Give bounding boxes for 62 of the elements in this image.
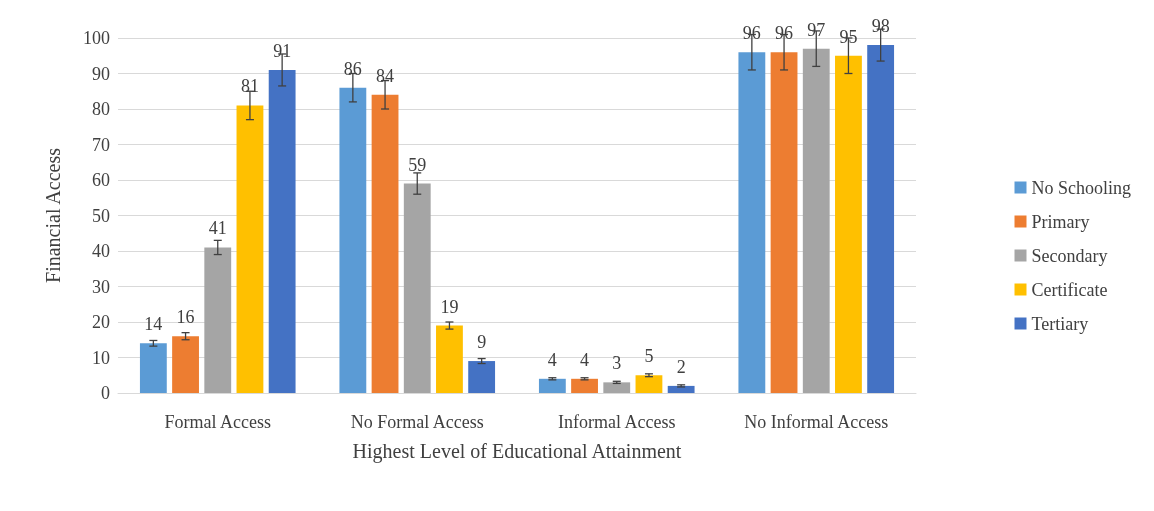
legend-label: Primary — [1031, 211, 1090, 232]
data-label: 14 — [144, 314, 163, 335]
bar — [667, 385, 695, 393]
y-tick-label: 10 — [92, 347, 110, 368]
y-axis-title: Financial Access — [42, 147, 64, 283]
y-tick-label: 20 — [92, 312, 110, 332]
data-label: 81 — [240, 76, 259, 97]
bar — [603, 382, 631, 393]
data-label: 2 — [676, 356, 686, 377]
bar — [802, 48, 830, 393]
y-tick-label: 70 — [92, 134, 110, 155]
bar — [867, 45, 895, 393]
legend-label: Tertiary — [1031, 313, 1089, 334]
bar — [635, 375, 663, 393]
data-label: 4 — [580, 349, 590, 370]
data-label: 96 — [742, 23, 761, 44]
data-label: 86 — [343, 58, 362, 79]
bar — [835, 55, 862, 393]
bar — [538, 378, 566, 393]
bar — [468, 361, 496, 393]
bar — [139, 343, 167, 393]
data-label: 98 — [871, 16, 890, 37]
bar — [268, 69, 296, 393]
data-label: 95 — [839, 26, 858, 47]
bar — [371, 94, 399, 393]
data-label: 9 — [477, 332, 487, 353]
x-tick-label: No Formal Access — [350, 412, 484, 432]
y-tick-label: 30 — [92, 276, 110, 297]
data-label: 84 — [376, 65, 395, 86]
y-tick-label: 50 — [92, 205, 110, 226]
data-label: 19 — [440, 296, 459, 317]
legend-label: Secondary — [1031, 245, 1108, 266]
bar — [236, 105, 264, 393]
y-tick-label: 90 — [92, 63, 110, 84]
bar — [738, 52, 766, 393]
data-label: 59 — [408, 154, 427, 175]
data-label: 3 — [612, 353, 622, 374]
data-label: 41 — [208, 218, 227, 239]
y-tick-label: 100 — [83, 28, 110, 48]
x-tick-label: Informal Access — [558, 412, 676, 432]
y-tick-label: 60 — [92, 170, 110, 190]
bar — [571, 378, 598, 393]
bar — [339, 87, 367, 393]
bar — [770, 52, 798, 393]
legend-label: No Schooling — [1031, 177, 1132, 198]
y-tick-label: 0 — [101, 383, 110, 403]
y-tick-label: 40 — [92, 241, 110, 261]
x-tick-label: No Informal Access — [744, 412, 889, 432]
data-label: 96 — [775, 23, 794, 44]
x-axis-title: Highest Level of Educational Attainment — [352, 440, 682, 463]
y-tick-label: 80 — [92, 99, 110, 119]
data-label: 4 — [547, 349, 557, 370]
bar — [403, 183, 431, 393]
bar — [172, 336, 199, 393]
data-label: 97 — [807, 19, 826, 40]
bar — [436, 325, 463, 393]
bar — [204, 247, 232, 393]
x-tick-label: Formal Access — [164, 412, 271, 432]
data-label: 5 — [644, 346, 654, 367]
legend-label: Certificate — [1031, 279, 1108, 300]
data-label: 91 — [273, 40, 292, 61]
data-label: 16 — [176, 307, 195, 328]
